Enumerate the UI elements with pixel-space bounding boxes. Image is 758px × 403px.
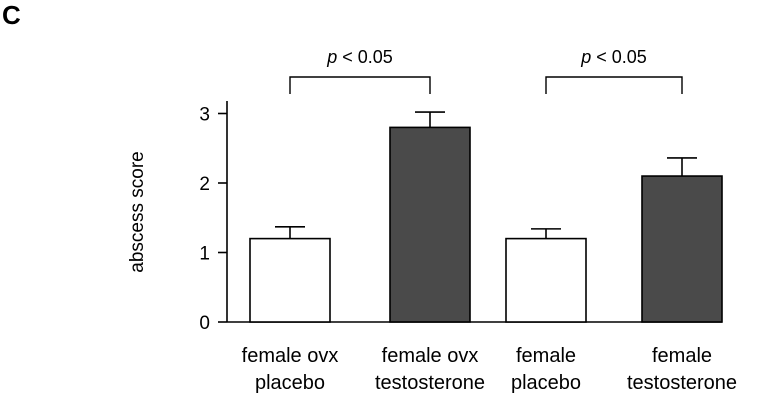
bar-2: [505, 237, 587, 323]
category-label-1: female ovx testosterone: [375, 345, 485, 394]
bar-3: [641, 175, 723, 323]
y-ticks: 0 1 2 3: [199, 105, 227, 334]
y-tick-label-1: 1: [199, 244, 210, 265]
significance-label-0: p < 0.05: [326, 47, 393, 67]
bar-0: [249, 237, 331, 323]
significance-bracket-1: [545, 76, 683, 94]
significance-bracket-0: [289, 76, 431, 94]
y-tick-label-2: 2: [199, 174, 210, 195]
bars: [249, 126, 723, 323]
category-label-3: female testosterone: [627, 345, 737, 394]
significance-brackets: p < 0.05 p < 0.05: [289, 47, 683, 94]
y-tick-label-3: 3: [199, 105, 210, 126]
error-bars: [275, 111, 697, 239]
bar-1: [389, 126, 471, 323]
category-labels: female ovx placebo female ovx testosterone f…: [242, 345, 737, 394]
category-label-2: female placebo: [511, 345, 581, 394]
y-tick-label-0: 0: [199, 313, 210, 334]
y-axis-label: abscess score: [127, 151, 148, 272]
panel-label: C: [2, 0, 21, 30]
significance-label-1: p < 0.05: [580, 47, 647, 67]
category-label-0: female ovx placebo: [242, 345, 339, 394]
